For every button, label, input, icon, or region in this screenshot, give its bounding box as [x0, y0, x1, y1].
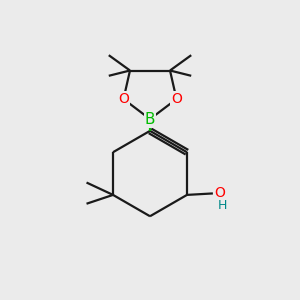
Text: O: O [171, 92, 182, 106]
Text: B: B [145, 112, 155, 127]
Text: O: O [214, 186, 225, 200]
Text: H: H [218, 199, 227, 212]
Text: O: O [118, 92, 129, 106]
